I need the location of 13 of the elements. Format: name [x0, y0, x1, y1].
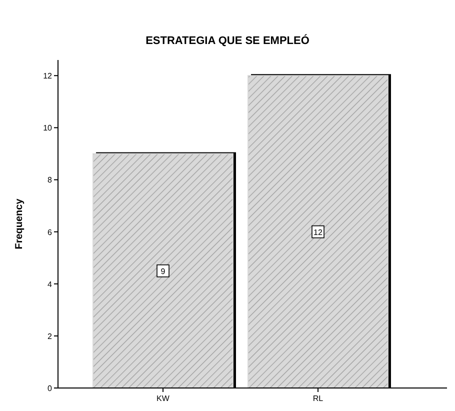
- y-tick-label: 8: [48, 176, 53, 185]
- chart-title: ESTRATEGIA QUE SE EMPLEÓ: [146, 34, 310, 47]
- y-tick-label: 12: [43, 72, 53, 81]
- y-tick-label: 0: [48, 384, 53, 393]
- y-tick-label: 2: [48, 332, 53, 341]
- y-tick-label: 10: [43, 124, 53, 133]
- data-label: 9: [160, 266, 166, 276]
- x-tick-label: KW: [156, 394, 170, 403]
- x-tick-label: RL: [312, 394, 324, 403]
- y-tick-label: 6: [48, 228, 53, 237]
- y-axis-title: Frequency: [14, 198, 25, 250]
- data-label: 12: [314, 228, 323, 237]
- y-tick-label: 4: [48, 280, 53, 289]
